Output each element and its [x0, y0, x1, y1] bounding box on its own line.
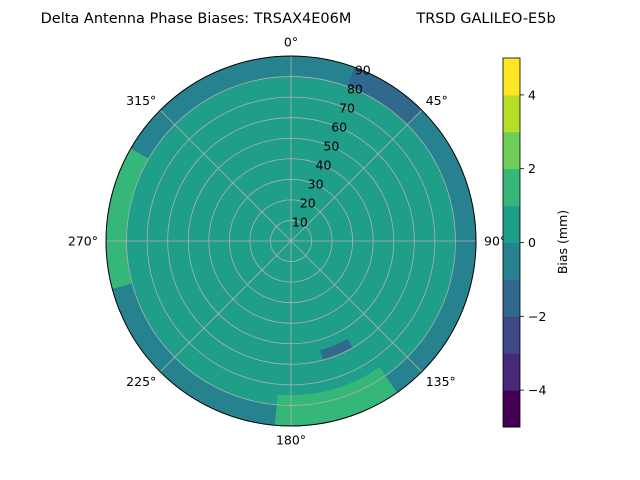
radial-tick-label: 80 — [347, 82, 363, 97]
angular-gridline-135 — [290, 240, 423, 373]
colorbar-tick-label: 0 — [528, 235, 536, 250]
angular-tick-label: 270° — [68, 234, 98, 249]
radial-tick-label: 10 — [292, 215, 308, 230]
radial-tick-label: 70 — [339, 101, 355, 116]
angular-tick-label: 0° — [284, 35, 298, 50]
chart-title: Delta Antenna Phase Biases: TRSAX4E06M — [41, 11, 352, 27]
angular-gridline-315 — [159, 109, 292, 242]
angular-gridline-45 — [290, 109, 423, 242]
colorbar-tick-label: −4 — [528, 383, 546, 398]
contour-region-2 — [106, 148, 149, 289]
colorbar-swatch — [503, 316, 520, 354]
colorbar-label: Bias (mm) — [555, 210, 570, 274]
colorbar-tick-label: 2 — [528, 161, 536, 176]
colorbar-swatch — [503, 205, 520, 243]
colorbar-tick-label: −2 — [528, 309, 546, 324]
chart-subtitle: TRSD GALILEO-E5b — [415, 11, 555, 27]
contour-region-5 — [320, 338, 353, 361]
colorbar-swatch — [503, 279, 520, 317]
colorbar: 4 2 0 −2 −4 Bias (mm) — [502, 57, 570, 428]
angular-tick-label: 45° — [426, 93, 448, 108]
contour-region-4 — [347, 67, 422, 125]
colorbar-swatch — [503, 131, 520, 170]
radial-tick-label: 50 — [323, 139, 339, 154]
radial-tick-label: 60 — [331, 120, 347, 135]
radial-tick-labels: 10 20 30 40 50 60 70 80 90 — [292, 63, 371, 230]
contour-region-3 — [274, 367, 398, 426]
radial-tick-label: 40 — [316, 158, 332, 173]
angular-tick-label: 225° — [126, 374, 156, 389]
angular-tick-label: 180° — [276, 433, 306, 448]
colorbar-swatch — [503, 353, 520, 391]
colorbar-ticks: 4 2 0 −2 −4 — [520, 87, 546, 398]
angular-tick-label: 135° — [426, 374, 456, 389]
radial-tick-label: 30 — [308, 177, 324, 192]
angular-gridline-225 — [159, 240, 292, 373]
angular-tick-label: 90° — [484, 234, 506, 249]
colorbar-swatches — [502, 57, 521, 428]
colorbar-swatch — [503, 390, 520, 428]
colorbar-swatch — [503, 242, 520, 280]
colorbar-tick-label: 4 — [528, 87, 536, 102]
polar-grid — [105, 55, 477, 427]
colorbar-swatch — [503, 58, 520, 96]
colorbar-swatch — [503, 168, 520, 207]
angular-tick-labels: 0° 45° 90° 135° 180° 225° 270° 315° — [68, 35, 506, 448]
radial-tick-label: 20 — [300, 196, 316, 211]
radial-tick-label: 90 — [355, 63, 371, 78]
colorbar-swatch — [503, 94, 520, 133]
polar-frame — [105, 55, 477, 427]
angular-tick-label: 315° — [126, 93, 156, 108]
